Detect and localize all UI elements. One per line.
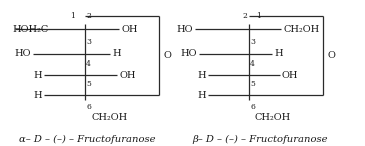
Text: CH₂OH: CH₂OH [92, 113, 128, 122]
Text: CH₂OH: CH₂OH [283, 25, 319, 34]
Text: H: H [197, 71, 206, 80]
Text: OH: OH [121, 25, 138, 34]
Text: 1: 1 [256, 12, 261, 20]
Text: HO: HO [14, 49, 31, 58]
Text: H: H [33, 91, 42, 100]
Text: O: O [327, 51, 335, 60]
Text: HO: HO [177, 25, 193, 34]
Text: 5: 5 [250, 80, 255, 88]
Text: 2: 2 [242, 12, 247, 20]
Text: 4: 4 [86, 60, 91, 68]
Text: OH: OH [119, 71, 136, 80]
Text: 6: 6 [86, 103, 91, 111]
Text: H: H [33, 71, 42, 80]
Text: β– D – (–) – Fructofuranose: β– D – (–) – Fructofuranose [192, 135, 327, 144]
Text: 2: 2 [86, 12, 91, 20]
Text: α– D – (–) – Fructofuranose: α– D – (–) – Fructofuranose [19, 135, 155, 144]
Text: 4: 4 [250, 60, 255, 68]
Text: OH: OH [281, 71, 298, 80]
Text: H: H [274, 49, 283, 58]
Text: HO: HO [180, 49, 197, 58]
Text: CH₂OH: CH₂OH [254, 113, 291, 122]
Text: 3: 3 [250, 38, 255, 46]
Text: H: H [112, 49, 121, 58]
Text: 3: 3 [86, 38, 91, 46]
Text: 1: 1 [70, 12, 75, 20]
Text: 5: 5 [86, 80, 91, 88]
Text: H: H [197, 91, 206, 100]
Text: HOH₂C: HOH₂C [13, 25, 49, 34]
Text: O: O [164, 51, 172, 60]
Text: 6: 6 [250, 103, 255, 111]
